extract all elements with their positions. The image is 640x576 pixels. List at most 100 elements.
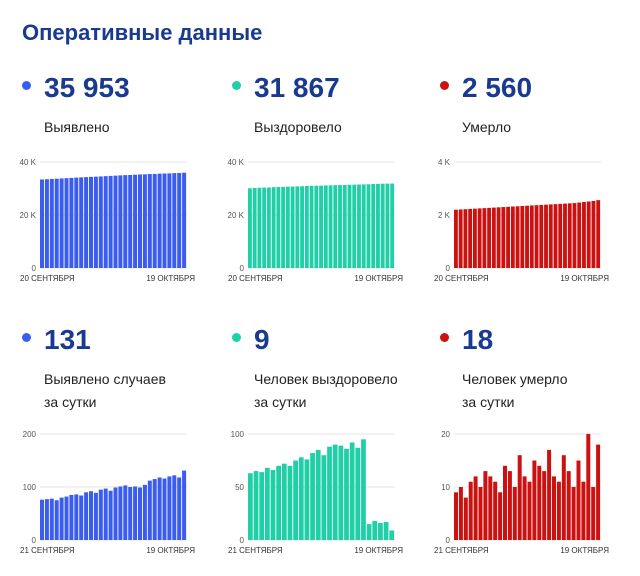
bar <box>59 497 64 540</box>
bar <box>332 444 338 540</box>
bar <box>167 173 172 268</box>
bar <box>463 209 468 268</box>
bar <box>93 492 98 540</box>
bar <box>347 184 352 268</box>
bar <box>49 178 54 268</box>
bar <box>271 187 276 268</box>
bar <box>517 455 522 540</box>
stat-detected-total: 35 953 Выявлено <box>22 72 202 152</box>
x-label-start: 21 СЕНТЯБРЯ <box>20 546 75 555</box>
bar <box>293 460 298 540</box>
bar <box>93 176 98 268</box>
bar <box>515 206 520 268</box>
bar <box>138 174 142 268</box>
bar <box>44 499 49 540</box>
bar <box>152 479 157 540</box>
bar <box>333 185 338 268</box>
bar <box>338 185 342 268</box>
bar <box>501 207 506 268</box>
bar <box>133 174 138 268</box>
bar <box>458 487 463 540</box>
stat-label: Умерло <box>462 119 512 135</box>
bar <box>259 472 265 540</box>
bar <box>458 209 463 268</box>
bar <box>522 476 527 540</box>
bar <box>454 492 458 540</box>
bar <box>596 444 601 540</box>
blue-dot-icon <box>22 81 31 90</box>
x-label-end: 19 ОКТЯБРЯ <box>146 546 195 555</box>
bar <box>64 178 69 268</box>
bar <box>328 185 333 268</box>
bar <box>454 209 458 268</box>
bar <box>123 175 128 268</box>
bar <box>321 455 327 540</box>
stat-value: 31 867 <box>254 72 340 103</box>
bar <box>372 520 378 540</box>
y-tick-label: 200 <box>23 430 37 439</box>
stat-label: Выздоровело <box>254 119 342 135</box>
bar <box>581 481 586 540</box>
bar <box>98 176 103 268</box>
bar <box>378 523 383 540</box>
bar <box>385 183 390 268</box>
bar <box>510 206 515 268</box>
bar <box>128 487 133 540</box>
x-label-start: 20 СЕНТЯБРЯ <box>20 274 75 283</box>
y-tick-label: 0 <box>240 264 245 273</box>
bar <box>64 496 69 540</box>
bar <box>352 184 357 268</box>
stat-label-line1: Выявлено случаев <box>44 371 166 387</box>
bar <box>477 208 482 268</box>
blue-dot-icon <box>22 333 31 342</box>
bar <box>366 524 372 540</box>
bar <box>147 174 152 268</box>
y-tick-label: 100 <box>231 430 245 439</box>
bar <box>537 465 542 540</box>
x-label-end: 19 ОКТЯБРЯ <box>560 274 609 283</box>
bar <box>552 476 556 540</box>
bar <box>89 491 93 540</box>
y-tick-label: 40 K <box>20 158 37 167</box>
bar <box>290 186 295 268</box>
bar <box>252 187 257 268</box>
bar <box>44 179 49 268</box>
stat-label-line1: Человек выздоровело <box>254 371 398 387</box>
chart-deaths-cumulative: 0 2 K 4 K 20 СЕНТЯБРЯ 19 ОКТЯБРЯ <box>434 158 609 283</box>
y-tick-label: 100 <box>23 483 37 492</box>
bar <box>298 457 304 540</box>
bar <box>128 174 133 268</box>
bar <box>310 453 315 540</box>
bar <box>54 178 59 268</box>
bar <box>264 467 270 540</box>
stat-label: Выявлено случаев за сутки <box>44 368 166 414</box>
bar <box>281 463 287 540</box>
bar <box>468 208 473 268</box>
bar <box>344 448 349 540</box>
bar <box>586 201 591 268</box>
stat-label: Человек выздоровело за сутки <box>254 368 398 414</box>
bar <box>390 183 395 268</box>
bar <box>103 488 108 540</box>
x-label-start: 20 СЕНТЯБРЯ <box>228 274 283 283</box>
y-tick-label: 40 K <box>228 158 245 167</box>
bar <box>74 177 79 268</box>
bar <box>512 487 517 540</box>
bar <box>285 186 290 268</box>
bar <box>304 459 310 540</box>
bar <box>281 186 286 268</box>
bar <box>491 207 496 268</box>
bar <box>182 470 187 540</box>
chart-recovered-cumulative: 0 20 K 40 K 20 СЕНТЯБРЯ 19 ОКТЯБРЯ <box>228 158 404 283</box>
bar <box>118 175 123 268</box>
bar <box>108 175 113 268</box>
bar <box>253 471 259 540</box>
y-tick-label: 20 K <box>20 211 37 220</box>
bar <box>300 186 305 268</box>
red-dot-icon <box>440 81 449 90</box>
bar <box>276 465 282 540</box>
bar <box>295 186 300 268</box>
bar <box>556 481 561 540</box>
stat-label-line2: за сутки <box>254 394 307 410</box>
x-label-end: 19 ОКТЯБРЯ <box>560 546 609 555</box>
